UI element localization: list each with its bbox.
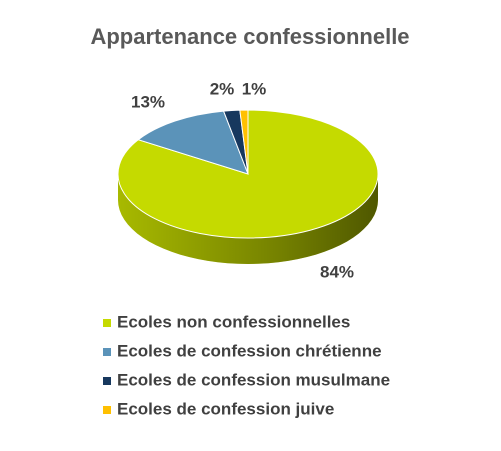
- legend-label: Ecoles non confessionnelles: [117, 312, 350, 331]
- legend-label: Ecoles de confession musulmane: [117, 370, 390, 389]
- legend: Ecoles non confessionnelles Ecoles de con…: [103, 312, 390, 418]
- legend-swatch: [103, 348, 111, 356]
- pie: 84% 13% 2% 1%: [117, 79, 379, 281]
- legend-swatch: [103, 406, 111, 414]
- legend-swatch: [103, 319, 111, 327]
- data-label: 1%: [242, 79, 267, 98]
- data-label: 84%: [320, 262, 354, 281]
- data-label: 13%: [131, 92, 165, 111]
- chart-title: Appartenance confessionnelle: [90, 24, 409, 49]
- pie-slice: [137, 110, 249, 175]
- pie-slice: [117, 109, 379, 239]
- data-label: 2%: [210, 79, 235, 98]
- pie-slice: [239, 109, 249, 175]
- legend-swatch: [103, 377, 111, 385]
- legend-label: Ecoles de confession juive: [117, 399, 334, 418]
- legend-label: Ecoles de confession chrétienne: [117, 341, 382, 360]
- pie-side-shade: [118, 174, 378, 264]
